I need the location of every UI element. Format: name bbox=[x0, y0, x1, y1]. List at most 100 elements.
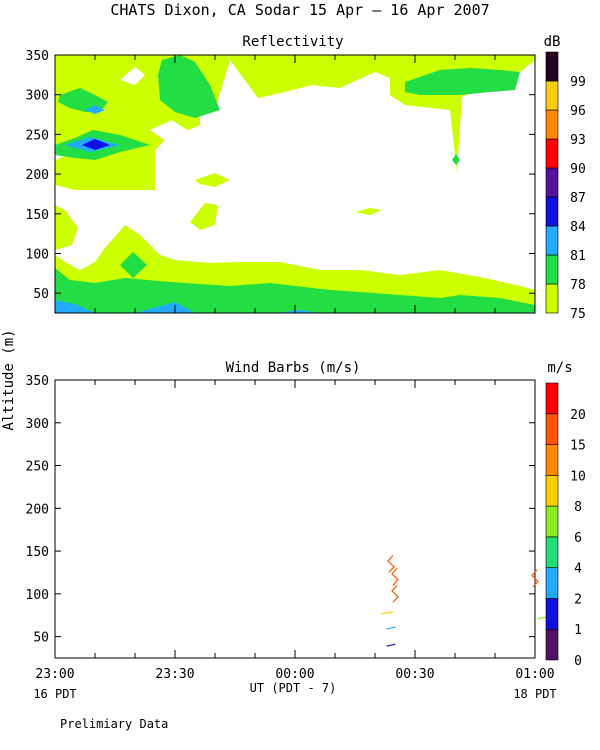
colorbar-label: 78 bbox=[570, 278, 586, 293]
contour-81-bottom-a bbox=[55, 300, 95, 313]
x-tick-label: 00:00 bbox=[275, 667, 314, 682]
y-tick-label: 150 bbox=[26, 208, 49, 223]
y-tick-label: 200 bbox=[26, 168, 49, 183]
y-tick-label: 300 bbox=[26, 89, 49, 104]
windbarb-frame bbox=[54, 379, 536, 659]
windbarb-y-ticks: 50 100 150 200 250 300 350 bbox=[26, 374, 535, 646]
x-tick-label: 23:30 bbox=[155, 667, 194, 682]
colorbar-swatch bbox=[545, 51, 559, 82]
colorbar-swatch bbox=[545, 254, 559, 285]
colorbar-swatch bbox=[545, 382, 559, 415]
windbarb-colorbar: 0 1 2 4 6 8 10 15 20 bbox=[545, 382, 586, 669]
contour-81-upper bbox=[85, 105, 105, 114]
colorbar-swatch bbox=[545, 628, 559, 661]
colorbar-label: 90 bbox=[570, 162, 586, 177]
figure-title: CHATS Dixon, CA Sodar 15 Apr – 16 Apr 20… bbox=[110, 1, 489, 19]
colorbar-label: 93 bbox=[570, 133, 586, 148]
y-tick-label: 50 bbox=[33, 287, 49, 302]
colorbar-label: 96 bbox=[570, 104, 586, 119]
colorbar-swatch bbox=[545, 567, 559, 599]
colorbar-swatch bbox=[545, 138, 559, 169]
colorbar-label: 0 bbox=[574, 654, 582, 669]
colorbar-label: 75 bbox=[570, 307, 586, 322]
x-tick-label: 01:00 bbox=[515, 667, 554, 682]
colorbar-swatch bbox=[545, 109, 559, 140]
shared-ylabel: Altitude (m) bbox=[1, 329, 17, 430]
contour-78-right bbox=[405, 68, 520, 95]
colorbar-label: 2 bbox=[574, 592, 582, 607]
contour-81-bottom-c bbox=[275, 310, 320, 313]
windbarb-x-ticks: 23:00 23:30 00:00 00:30 01:00 bbox=[35, 380, 555, 682]
colorbar-swatch bbox=[545, 80, 559, 111]
reflectivity-field bbox=[55, 55, 535, 313]
colorbar-swatch bbox=[545, 536, 559, 568]
y-tick-label: 250 bbox=[26, 128, 49, 143]
reflectivity-title: Reflectivity bbox=[242, 34, 343, 50]
contour-78-island bbox=[120, 252, 147, 278]
colorbar-swatch bbox=[545, 444, 559, 476]
colorbar-label: 8 bbox=[574, 500, 582, 515]
x-tick-label: 00:30 bbox=[395, 667, 434, 682]
y-tick-label: 350 bbox=[26, 49, 49, 64]
reflectivity-colorbar: 75 78 81 84 87 90 93 96 99 bbox=[545, 51, 586, 322]
wind-barb bbox=[386, 643, 396, 647]
colorbar-label: 81 bbox=[570, 249, 586, 264]
y-tick-label: 300 bbox=[26, 417, 49, 432]
x-sub-label-end: 18 PDT bbox=[513, 687, 556, 701]
clear-gap-1 bbox=[120, 67, 145, 85]
colorbar-swatch bbox=[545, 167, 559, 198]
y-tick-label: 100 bbox=[26, 247, 49, 262]
y-tick-label: 50 bbox=[33, 631, 49, 646]
x-axis-label: UT (PDT - 7) bbox=[250, 681, 337, 695]
colorbar-label: 99 bbox=[570, 75, 586, 90]
windbarb-colorbar-unit: m/s bbox=[547, 360, 572, 376]
reflectivity-colorbar-unit: dB bbox=[544, 34, 561, 50]
x-tick-label: 23:00 bbox=[35, 667, 74, 682]
x-sub-label-start: 16 PDT bbox=[33, 687, 76, 701]
y-tick-label: 350 bbox=[26, 374, 49, 389]
contour-78-dot bbox=[452, 154, 460, 165]
contour-75-left-blob bbox=[55, 205, 78, 250]
contour-84-core bbox=[82, 139, 110, 150]
colorbar-label: 10 bbox=[570, 469, 586, 484]
colorbar-label: 6 bbox=[574, 531, 582, 546]
colorbar-label: 1 bbox=[574, 623, 582, 638]
clear-gap-2 bbox=[150, 120, 195, 145]
wind-barb bbox=[380, 611, 394, 615]
y-tick-label: 200 bbox=[26, 502, 49, 517]
y-tick-label: 150 bbox=[26, 545, 49, 560]
wind-barbs bbox=[380, 555, 549, 647]
colorbar-label: 84 bbox=[570, 220, 586, 235]
reflectivity-y-ticks: 50 100 150 200 250 300 350 bbox=[26, 49, 535, 302]
contour-78-lower-band bbox=[55, 268, 535, 313]
colorbar-swatch bbox=[545, 475, 559, 507]
colorbar-swatch bbox=[545, 505, 559, 538]
contour-75-island-a bbox=[195, 173, 230, 187]
reflectivity-panel: Reflectivity bbox=[26, 34, 586, 322]
contour-78-center bbox=[158, 55, 220, 118]
colorbar-swatch bbox=[545, 225, 559, 256]
footer-note: Prelimiary Data bbox=[60, 717, 168, 731]
y-tick-label: 100 bbox=[26, 588, 49, 603]
contour-75-island-b bbox=[190, 203, 218, 230]
colorbar-label: 15 bbox=[570, 439, 586, 454]
contour-81-bottom-b bbox=[135, 302, 195, 313]
wind-barb bbox=[391, 584, 399, 603]
colorbar-swatch bbox=[545, 196, 559, 227]
reflectivity-x-ticks bbox=[54, 55, 536, 313]
colorbar-label: 4 bbox=[574, 562, 582, 577]
clear-gap-4 bbox=[55, 190, 155, 205]
wind-barb bbox=[531, 569, 539, 588]
colorbar-label: 87 bbox=[570, 191, 586, 206]
colorbar-swatch bbox=[545, 598, 559, 630]
wind-barb bbox=[391, 567, 399, 586]
y-tick-label: 250 bbox=[26, 460, 49, 475]
windbarb-title: Wind Barbs (m/s) bbox=[226, 360, 361, 376]
wind-barb bbox=[387, 555, 395, 573]
wind-barb bbox=[386, 626, 396, 630]
colorbar-label: 20 bbox=[570, 408, 586, 423]
contour-75-island-c bbox=[355, 208, 382, 215]
colorbar-swatch bbox=[545, 283, 559, 314]
